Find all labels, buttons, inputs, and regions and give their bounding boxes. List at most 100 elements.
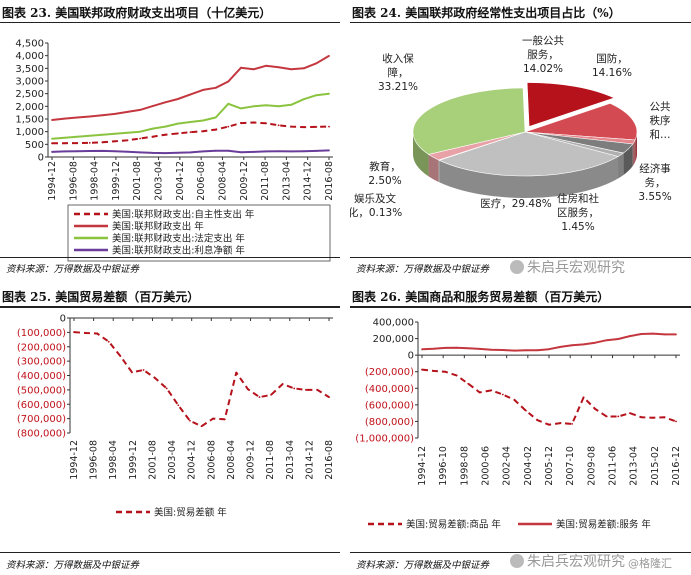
data-point [281, 383, 284, 386]
pie-slice-side-8 [428, 154, 439, 183]
data-point [177, 132, 179, 135]
data-point [265, 122, 267, 125]
data-point [114, 150, 116, 153]
data-point [315, 94, 318, 97]
data-point [265, 104, 267, 107]
data-point [239, 66, 242, 69]
data-point [114, 132, 116, 135]
pie-slice-6 [438, 131, 619, 177]
pie-label-8: 教育， 2.50% [368, 160, 401, 187]
data-point [126, 131, 129, 134]
x-tick-label: 2009-12 [246, 440, 257, 480]
legend-label-3: 美国:联邦财政支出:法定支出 年 [112, 233, 245, 245]
pie-label-7: 娱乐及文化，0.13% [350, 192, 402, 219]
x-tick-label: 2009-08 [586, 446, 597, 486]
data-point [663, 416, 666, 419]
data-point [652, 332, 654, 335]
x-tick-label: 2011-08 [260, 161, 271, 201]
data-point [101, 150, 104, 152]
chart-26-svg: 400,000 200,000 0 (200,000) (400,000) (600,00… [355, 318, 682, 531]
data-point [214, 128, 217, 131]
data-point [293, 387, 296, 390]
data-point [277, 105, 280, 108]
data-point [63, 117, 66, 120]
data-point [142, 369, 145, 371]
data-point [239, 122, 242, 124]
y-tick-label: 1,000 [15, 127, 44, 138]
data-point [107, 340, 110, 343]
data-point [227, 149, 230, 152]
data-point [617, 415, 620, 418]
data-point [76, 116, 79, 119]
data-point [126, 111, 129, 113]
y-tick-label: 0 [38, 153, 44, 164]
data-point [675, 333, 677, 336]
data-point [302, 126, 305, 129]
data-point [139, 108, 142, 111]
legend-box [67, 204, 331, 262]
x-tick-label: 1998-04 [108, 440, 119, 480]
data-point [328, 396, 330, 398]
pie-slice-side-6 [439, 156, 619, 199]
y-tick-label: (300,000) [17, 357, 66, 368]
data-point [328, 149, 330, 152]
data-point [421, 348, 423, 351]
x-tick-label: 2006-08 [196, 161, 207, 201]
data-point [252, 121, 255, 124]
panel-chart-25: 图表 25. 美国贸易差额（百万美元） 0 (100,000) (200,000) (… [0, 285, 340, 575]
data-point [177, 122, 179, 125]
series-line-1 [421, 368, 677, 426]
legend-label-2: 美国:贸易差额:服务 年 [556, 519, 651, 531]
chart-24-svg: 一般公共服务， 14.02% 国防， 14.16% 公共秩序和… 经济事务， 3.55% 住房… [350, 34, 672, 233]
y-tick-label: (800,000) [17, 429, 66, 440]
x-tick-label: 2003-04 [167, 440, 178, 480]
data-point [628, 412, 631, 415]
data-point [235, 371, 238, 374]
data-point [455, 374, 458, 377]
y-tick-label: 500 [25, 140, 44, 151]
pie-slice-side-4 [623, 144, 633, 176]
data-point [131, 371, 133, 374]
data-point [51, 119, 53, 121]
pie-label-3: 公共秩序和… [650, 101, 671, 141]
x-tick-label: 2015-02 [650, 446, 661, 486]
y-tick-label: 0 [408, 351, 414, 362]
chart-24-top-rule [350, 22, 691, 23]
x-tick-label: 1996-08 [68, 161, 79, 201]
x-tick-label: 1998-04 [90, 161, 101, 201]
legend-label-2: 美国:联邦财政支出 年 [112, 221, 204, 233]
data-point [177, 98, 179, 100]
data-point [258, 396, 261, 398]
data-point [76, 142, 79, 144]
data-point [265, 64, 267, 67]
pie-label-9: 收入保障， 33.21% [378, 52, 418, 93]
chart-25-source: 资料来源：万得数据及中银证券 [6, 560, 140, 571]
watermark-1: 朱启兵宏观研究 [510, 257, 625, 277]
data-point [548, 423, 550, 426]
y-tick-label: 0 [60, 314, 66, 325]
chart-26-title: 图表 26. 美国商品和服务贸易差额（百万美元） [352, 290, 610, 304]
wechat-icon [510, 554, 524, 568]
data-point [101, 141, 104, 144]
data-point [177, 151, 179, 154]
data-point [270, 394, 272, 396]
data-point [164, 125, 167, 128]
data-point [200, 425, 203, 428]
data-point [202, 88, 204, 91]
data-point [501, 393, 504, 396]
x-tick-label: 2013-04 [281, 161, 292, 201]
data-point [126, 139, 129, 142]
data-point [177, 404, 180, 407]
data-point [212, 417, 214, 420]
data-point [315, 125, 318, 128]
data-point [421, 368, 423, 371]
data-point [239, 151, 242, 154]
data-point [617, 338, 620, 340]
y-tick-label: (500,000) [17, 385, 66, 396]
data-point [675, 420, 677, 423]
panel-chart-26: 图表 26. 美国商品和服务贸易差额（百万美元） 400,000 200,000 0… [350, 285, 691, 575]
legend-label-1: 美国:贸易差额:商品 年 [406, 519, 501, 531]
data-point [444, 347, 446, 349]
data-point [63, 142, 66, 145]
y-tick-label: 3,500 [15, 64, 44, 75]
